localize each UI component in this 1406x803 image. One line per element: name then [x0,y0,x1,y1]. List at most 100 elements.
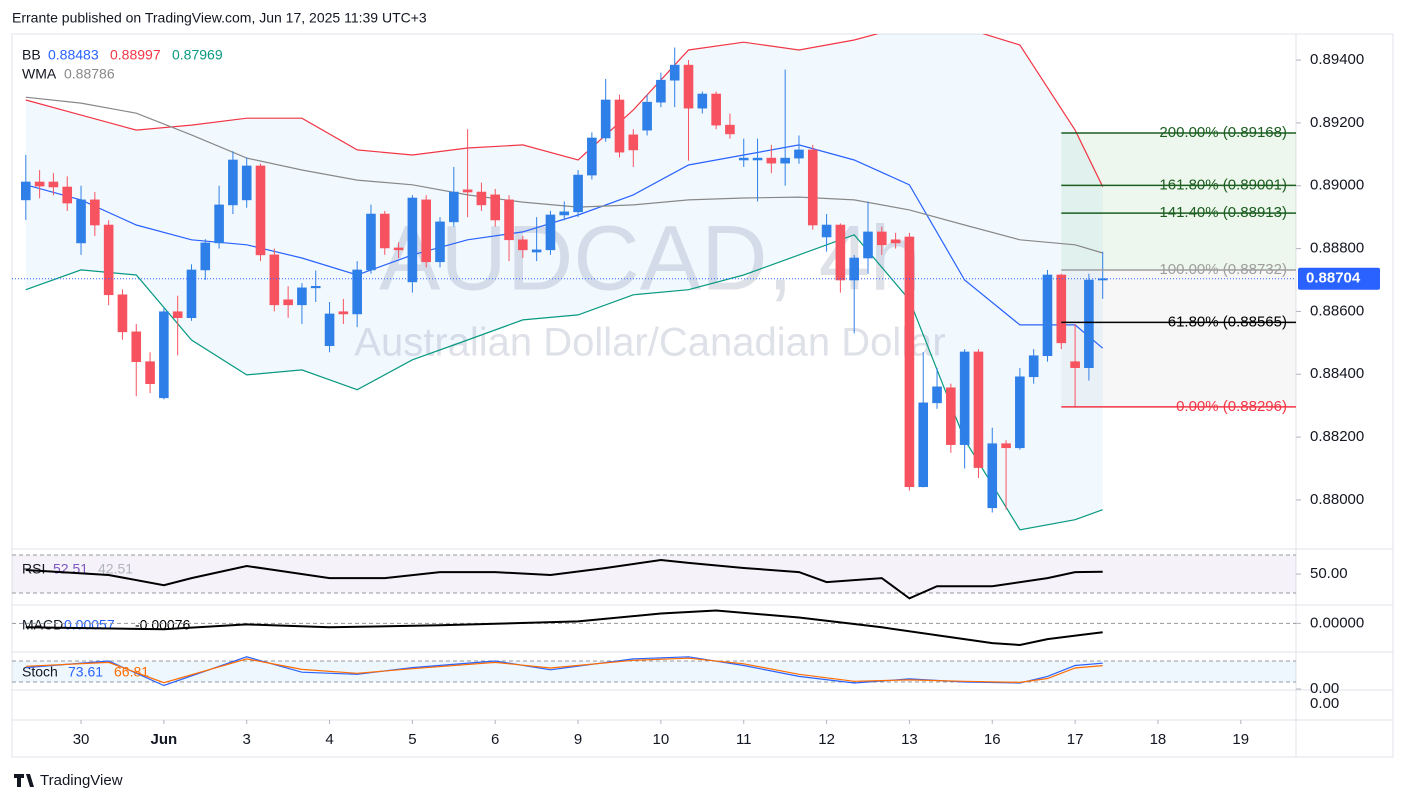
candle-body [269,254,280,306]
watermark-symbol: AUDCAD, 4h [379,207,921,309]
band-fill [25,34,1103,530]
pane-legend-value: 42.51 [98,561,133,577]
candle-body [849,257,859,281]
candle-body [297,287,307,306]
x-tick-label: Jun [151,731,178,748]
legend-value: 0.88786 [64,66,115,82]
candle-body [531,249,542,253]
candle-body [877,231,887,246]
y-tick-label: 0.89200 [1310,114,1364,131]
fib-label: 61.80% (0.88565) [1168,313,1287,330]
candle-body [449,191,459,223]
candle-body [393,247,404,251]
candle-body [628,134,639,151]
candle-body [518,239,528,251]
candle-body [214,204,224,244]
candle-body [614,99,625,153]
header: Errante published on TradingView.com, Ju… [12,10,427,26]
y-tick-label: 0.89400 [1310,51,1364,68]
x-tick-label: 9 [574,731,582,748]
x-tick-label: 30 [73,731,90,748]
pane-legend-value: 0.00057 [64,617,115,633]
candle-body [421,199,431,263]
x-tick-label: 6 [491,731,499,748]
x-tick-label: 12 [818,731,835,748]
candle-body [145,361,155,384]
pane-legend-name: RSI [22,561,45,577]
legend-value: 0.88997 [110,47,161,63]
candle-body [255,165,266,256]
candle-body [379,213,390,249]
fib-zone-up [1061,132,1296,270]
x-tick-label: 13 [901,731,918,748]
candle-body [1015,376,1025,449]
candle-body [34,181,45,187]
frame [11,33,1394,758]
x-tick-label: 16 [984,731,1001,748]
macd-line [25,609,1103,647]
candle-body [407,197,418,283]
pane-tick-label: 50.00 [1310,565,1348,582]
candle-body [490,194,501,221]
stoch-line [25,656,1103,687]
pane-tick-label: 0.00000 [1310,614,1364,631]
candle-body [752,157,763,161]
y-tick-label: 0.88800 [1310,240,1364,257]
candle-body [338,311,349,315]
candle-body [366,213,376,271]
pane-legend-name: MACD [22,617,63,633]
candle-body [241,165,252,201]
candle-body [103,224,114,296]
candle-body [159,311,169,399]
candle-body [228,159,238,206]
candle-body [117,294,128,333]
candle-body [946,387,956,445]
candle-body [821,224,832,238]
candle-body [131,331,142,362]
legend-value: 0.88483 [48,47,99,63]
candle-body [1084,279,1094,368]
candle-body [1028,355,1039,378]
y-tick-label: 0.88200 [1310,428,1364,445]
x-tick-label: 11 [736,731,752,748]
y-tick-label: 0.88400 [1310,365,1364,382]
candle-body [863,231,873,259]
candle-body [283,299,293,306]
candle-body [48,181,59,188]
footer: TradingView [40,772,123,789]
candle-body [918,402,929,488]
candle-body [504,199,514,241]
candle-body [587,137,597,176]
candle-body [435,221,445,263]
candle-body [324,313,335,346]
legend-name: WMA [22,66,57,82]
x-tick-label: 4 [325,731,333,748]
candle-body [932,386,942,404]
fib-label: 100.00% (0.88732) [1159,261,1287,278]
candle-body [683,64,694,109]
candle-body [352,269,362,315]
candle-body [738,157,749,161]
candle-body [186,269,197,319]
candle-body [835,224,846,281]
fib-zone-down [1061,269,1296,407]
candle-body [559,211,570,216]
candle-body [62,186,73,204]
candle-body [959,351,970,445]
legend-name: BB [22,47,41,63]
rsi-line [25,558,1103,600]
candle-body [711,93,721,126]
last-price-box [1298,267,1380,290]
x-tick-label: 18 [1150,731,1167,748]
overlay-line [25,34,1104,187]
candle-body [697,93,708,109]
candle-body [21,181,31,201]
candle-body [890,239,901,244]
candle-body [642,101,652,131]
candle-body [172,311,183,319]
candle-body [462,189,473,193]
candle-body [766,157,777,164]
watermark-name: Australian Dollar/Canadian Dollar [354,321,945,365]
candle-body [656,79,666,103]
